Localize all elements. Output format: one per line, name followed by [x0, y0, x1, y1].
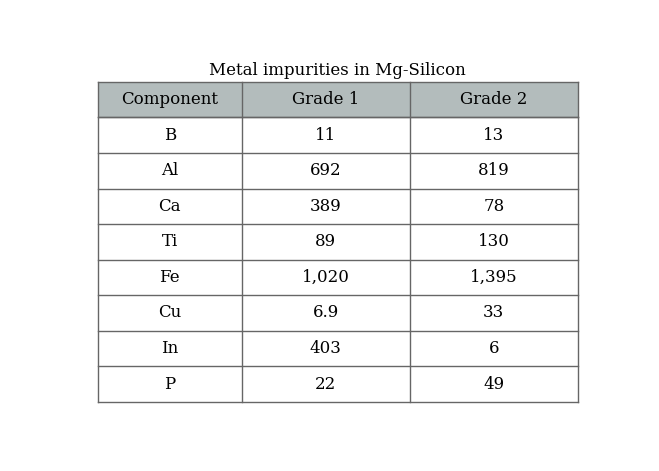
Bar	[410, 82, 578, 117]
Text: In: In	[161, 340, 179, 357]
Bar	[242, 331, 410, 366]
Text: 403: 403	[310, 340, 341, 357]
Bar	[98, 224, 242, 260]
Text: 6.9: 6.9	[312, 304, 339, 321]
Bar	[98, 260, 242, 295]
Bar	[410, 331, 578, 366]
Bar	[242, 153, 410, 188]
Text: Grade 1: Grade 1	[292, 91, 359, 108]
Bar	[242, 117, 410, 153]
Text: Metal impurities in Mg-Silicon: Metal impurities in Mg-Silicon	[210, 62, 466, 79]
Text: B: B	[163, 127, 176, 144]
Bar	[410, 260, 578, 295]
Text: Cu: Cu	[158, 304, 181, 321]
Bar	[242, 224, 410, 260]
Text: 692: 692	[310, 162, 341, 179]
Text: 49: 49	[483, 375, 504, 392]
Bar	[410, 224, 578, 260]
Text: 1,020: 1,020	[302, 269, 350, 286]
Bar	[410, 153, 578, 188]
Bar	[242, 260, 410, 295]
Bar	[98, 366, 242, 402]
Text: 33: 33	[483, 304, 504, 321]
Bar	[98, 188, 242, 224]
Bar	[410, 295, 578, 331]
Text: 13: 13	[483, 127, 504, 144]
Text: P: P	[164, 375, 175, 392]
Bar	[98, 117, 242, 153]
Text: Fe: Fe	[159, 269, 180, 286]
Bar	[410, 117, 578, 153]
Text: Ca: Ca	[158, 198, 181, 215]
Bar	[242, 295, 410, 331]
Bar	[98, 331, 242, 366]
Bar	[410, 366, 578, 402]
Bar	[242, 82, 410, 117]
Text: 1,395: 1,395	[470, 269, 517, 286]
Bar	[98, 82, 242, 117]
Bar	[410, 188, 578, 224]
Bar	[98, 295, 242, 331]
Text: Component: Component	[121, 91, 218, 108]
Bar	[242, 188, 410, 224]
Text: 130: 130	[478, 233, 509, 251]
Text: 11: 11	[315, 127, 336, 144]
Text: 22: 22	[315, 375, 336, 392]
Text: Al: Al	[161, 162, 179, 179]
Text: 89: 89	[315, 233, 336, 251]
Bar	[98, 153, 242, 188]
Text: 389: 389	[310, 198, 341, 215]
Text: 78: 78	[483, 198, 504, 215]
Bar	[242, 366, 410, 402]
Text: Grade 2: Grade 2	[460, 91, 527, 108]
Text: Ti: Ti	[161, 233, 178, 251]
Text: 6: 6	[488, 340, 499, 357]
Text: 819: 819	[478, 162, 509, 179]
